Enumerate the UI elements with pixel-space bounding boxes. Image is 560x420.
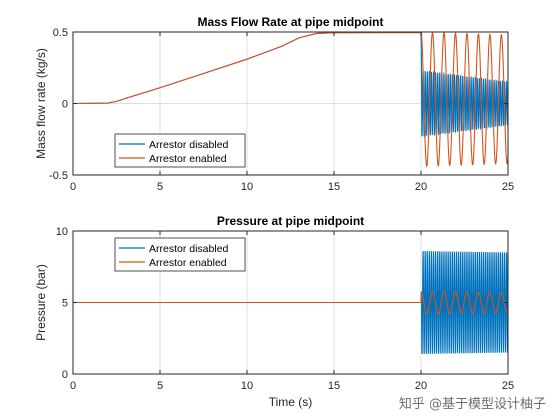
x-tick-label: 10	[241, 380, 253, 392]
x-axis-label: Time (s)	[269, 395, 313, 409]
y-tick-label: -0.5	[49, 170, 68, 182]
chart-title: Mass Flow Rate at pipe midpoint	[197, 15, 383, 29]
y-tick-label: 10	[56, 226, 68, 238]
series-line-arrestor-disabled	[73, 250, 508, 355]
x-tick-label: 20	[415, 181, 427, 193]
series-line-arrestor-enabled	[73, 32, 508, 167]
series-line-arrestor-enabled	[73, 290, 508, 315]
chart-title: Pressure at pipe midpoint	[217, 214, 364, 228]
watermark: 知乎 @基于模型设计柚子	[398, 397, 546, 412]
y-tick-label: 0	[62, 99, 68, 111]
pressure-axes: 0 5 10 15 20 25 0 5 10 Pressure at pipe midpoint P…	[34, 214, 514, 409]
x-tick-label: 10	[241, 181, 253, 193]
y-tick-label: 0.5	[53, 27, 68, 39]
x-tick-label: 0	[70, 380, 76, 392]
legend-entry-label: Arrestor disabled	[149, 243, 229, 255]
legend-box	[114, 237, 246, 272]
legend-entry-label: Arrestor enabled	[149, 257, 227, 269]
legend-entry-label: Arrestor enabled	[149, 153, 227, 165]
y-axis-label: Mass flow rate (kg/s)	[34, 48, 48, 159]
x-tick-label: 20	[415, 380, 427, 392]
x-tick-label: 25	[502, 181, 514, 193]
legend-box	[114, 133, 246, 168]
y-axis-label: Pressure (bar)	[34, 264, 48, 341]
x-tick-label: 15	[328, 380, 340, 392]
y-tick-label: 0	[62, 369, 68, 381]
x-tick-label: 0	[70, 181, 76, 193]
x-tick-label: 15	[328, 181, 340, 193]
x-tick-label: 25	[502, 380, 514, 392]
y-tick-label: 5	[62, 298, 68, 310]
x-tick-label: 5	[157, 380, 163, 392]
legend-entry-label: Arrestor disabled	[149, 139, 229, 151]
x-tick-label: 5	[157, 181, 163, 193]
